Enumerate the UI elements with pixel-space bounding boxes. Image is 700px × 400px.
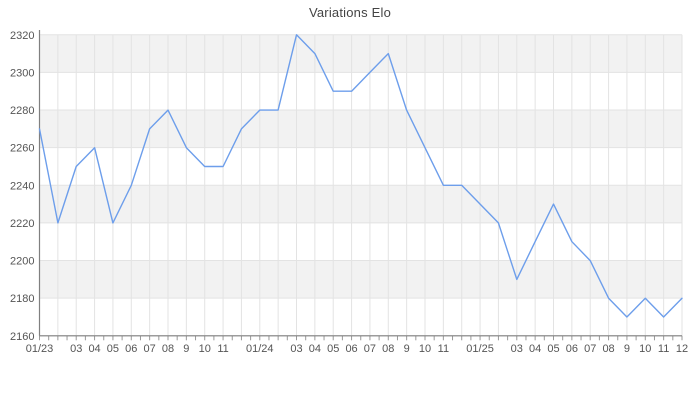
x-tick-label: 05 [327,343,339,355]
x-tick-label: 11 [217,343,228,355]
x-tick-label: 04 [529,343,541,355]
x-tick-label: 08 [382,343,394,355]
x-tick-label: 05 [107,343,119,355]
x-tick-label: 07 [584,343,596,355]
y-tick-label: 2160 [10,331,34,343]
x-tick-label: 03 [511,343,523,355]
elo-line [38,34,683,318]
x-tick-label: 04 [88,343,100,355]
plot-band [39,110,682,148]
x-tick-label: 12 [676,343,688,355]
y-tick-label: 2220 [10,218,34,230]
x-tick-label: 03 [70,343,82,355]
x-tick-label: 11 [438,343,449,355]
x-tick-label: 9 [624,343,630,355]
x-tick-label: 06 [125,343,137,355]
x-tick-label: 08 [602,343,614,355]
x-tick-label: 01/23 [26,343,54,355]
y-tick-label: 2260 [10,143,34,155]
y-tick-label: 2320 [10,30,34,42]
plot-band [39,34,682,73]
x-tick-label: 06 [345,343,357,355]
y-tick-label: 2300 [10,67,34,79]
x-tick-label: 01/25 [466,343,494,355]
x-tick-label: 03 [290,343,302,355]
plot-band [39,185,682,223]
chart-title: Variations Elo [308,5,392,20]
x-tick-label: 07 [364,343,376,355]
x-tick-label: 05 [547,343,559,355]
x-tick-label: 11 [658,343,669,355]
x-tick-label: 10 [639,343,651,355]
y-tick-label: 2200 [10,256,34,268]
x-tick-label: 01/24 [246,343,274,355]
x-tick-label: 10 [199,343,211,355]
y-tick-label: 2180 [10,293,34,305]
x-tick-label: 04 [309,343,321,355]
x-tick-label: 06 [566,343,578,355]
x-tick-label: 08 [162,343,174,355]
y-tick-label: 2240 [10,180,34,192]
x-tick-label: 9 [404,343,410,355]
y-tick-label: 2280 [10,105,34,117]
x-tick-label: 9 [183,343,189,355]
x-tick-label: 07 [144,343,156,355]
plot-band [39,260,682,299]
x-tick-label: 10 [419,343,431,355]
